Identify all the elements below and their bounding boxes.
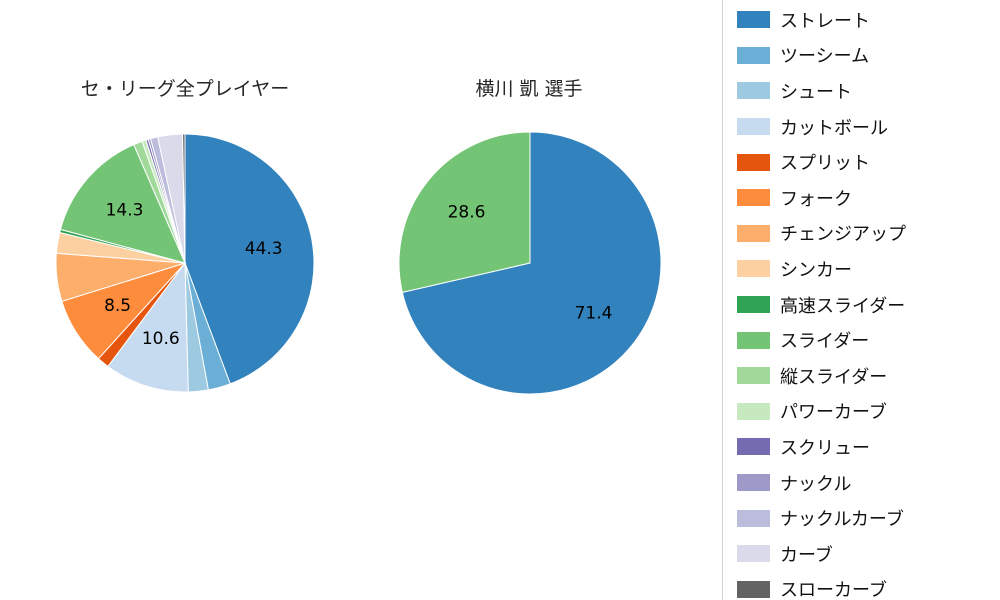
pie-value-label: 44.3 bbox=[245, 239, 283, 259]
pie-chart-player: 71.4 28.6 bbox=[398, 131, 662, 395]
legend-swatch bbox=[737, 189, 770, 207]
legend-swatch bbox=[737, 11, 770, 29]
pie-value-label: 10.6 bbox=[142, 329, 180, 349]
pie-slice-スライダー bbox=[398, 131, 531, 293]
legend-swatch bbox=[737, 118, 770, 136]
legend-item-縦スライダー[interactable]: 縦スライダー bbox=[737, 358, 1000, 394]
pie-value-label: 71.4 bbox=[575, 304, 613, 324]
legend-item-ツーシーム[interactable]: ツーシーム bbox=[737, 38, 1000, 74]
legend: ストレートツーシームシュートカットボール スプリットフォークチェンジアップ シンカー… bbox=[722, 0, 1000, 600]
legend-item-パワーカーブ[interactable]: パワーカーブ bbox=[737, 394, 1000, 430]
legend-swatch bbox=[737, 296, 770, 314]
legend-swatch bbox=[737, 474, 770, 492]
legend-item-label: スプリット bbox=[780, 153, 870, 175]
legend-swatch bbox=[737, 438, 770, 456]
legend-item-label: カーブ bbox=[780, 544, 833, 566]
pie-slice-ストレート bbox=[401, 131, 662, 395]
legend-item-label: スライダー bbox=[780, 331, 870, 353]
pie-slice-スローカーブ bbox=[182, 133, 186, 264]
legend-item-フォーク[interactable]: フォーク bbox=[737, 180, 1000, 216]
legend-swatch bbox=[737, 509, 770, 527]
pie-slice-スライダー bbox=[59, 143, 186, 264]
legend-item-label: ナックルカーブ bbox=[780, 509, 904, 531]
legend-item-label: パワーカーブ bbox=[780, 402, 887, 424]
chart-title-right: 横川 凱 選手 bbox=[475, 78, 583, 100]
pie-slice-カットボール bbox=[107, 261, 189, 393]
legend-item-シンカー[interactable]: シンカー bbox=[737, 251, 1000, 287]
legend-swatch bbox=[737, 224, 770, 242]
legend-item-ナックルカーブ[interactable]: ナックルカーブ bbox=[737, 500, 1000, 536]
legend-swatch bbox=[737, 402, 770, 420]
pie-slice-ストレート bbox=[184, 133, 315, 385]
legend-item-label: 縦スライダー bbox=[780, 366, 888, 388]
pie-value-label: 14.3 bbox=[106, 201, 144, 221]
legend-swatch bbox=[737, 580, 770, 598]
legend-item-label: ナックル bbox=[780, 473, 852, 495]
legend-item-チェンジアップ[interactable]: チェンジアップ bbox=[737, 216, 1000, 252]
legend-item-高速スライダー[interactable]: 高速スライダー bbox=[737, 287, 1000, 323]
legend-item-スプリット[interactable]: スプリット bbox=[737, 144, 1000, 180]
legend-item-label: スクリュー bbox=[780, 437, 870, 459]
pie-chart-league-all-players: 44.3 10.6 8.5 14.3 bbox=[55, 133, 315, 393]
pie-value-label: 28.6 bbox=[448, 202, 486, 222]
legend-item-label: シンカー bbox=[780, 259, 852, 281]
legend-item-label: チェンジアップ bbox=[780, 224, 906, 246]
pie-value-label: 8.5 bbox=[104, 296, 131, 316]
legend-item-スローカーブ[interactable]: スローカーブ bbox=[737, 572, 1000, 600]
legend-swatch bbox=[737, 367, 770, 385]
legend-item-スライダー[interactable]: スライダー bbox=[737, 322, 1000, 358]
legend-swatch bbox=[737, 260, 770, 278]
legend-item-label: ストレート bbox=[780, 10, 870, 32]
legend-item-ストレート[interactable]: ストレート bbox=[737, 2, 1000, 38]
legend-swatch bbox=[737, 545, 770, 563]
legend-item-label: カットボール bbox=[780, 117, 888, 139]
chart-title-left: セ・リーグ全プレイヤー bbox=[80, 78, 290, 100]
legend-item-ナックル[interactable]: ナックル bbox=[737, 465, 1000, 501]
legend-item-スクリュー[interactable]: スクリュー bbox=[737, 429, 1000, 465]
legend-item-シュート[interactable]: シュート bbox=[737, 73, 1000, 109]
legend-item-label: シュート bbox=[780, 81, 852, 103]
legend-swatch bbox=[737, 153, 770, 171]
legend-item-label: フォーク bbox=[780, 188, 852, 210]
legend-item-カーブ[interactable]: カーブ bbox=[737, 536, 1000, 572]
legend-item-カットボール[interactable]: カットボール bbox=[737, 109, 1000, 145]
legend-item-label: 高速スライダー bbox=[780, 295, 906, 317]
legend-item-label: ツーシーム bbox=[780, 46, 870, 68]
legend-swatch bbox=[737, 82, 770, 100]
legend-swatch bbox=[737, 46, 770, 64]
legend-item-label: スローカーブ bbox=[780, 580, 887, 600]
legend-swatch bbox=[737, 331, 770, 349]
